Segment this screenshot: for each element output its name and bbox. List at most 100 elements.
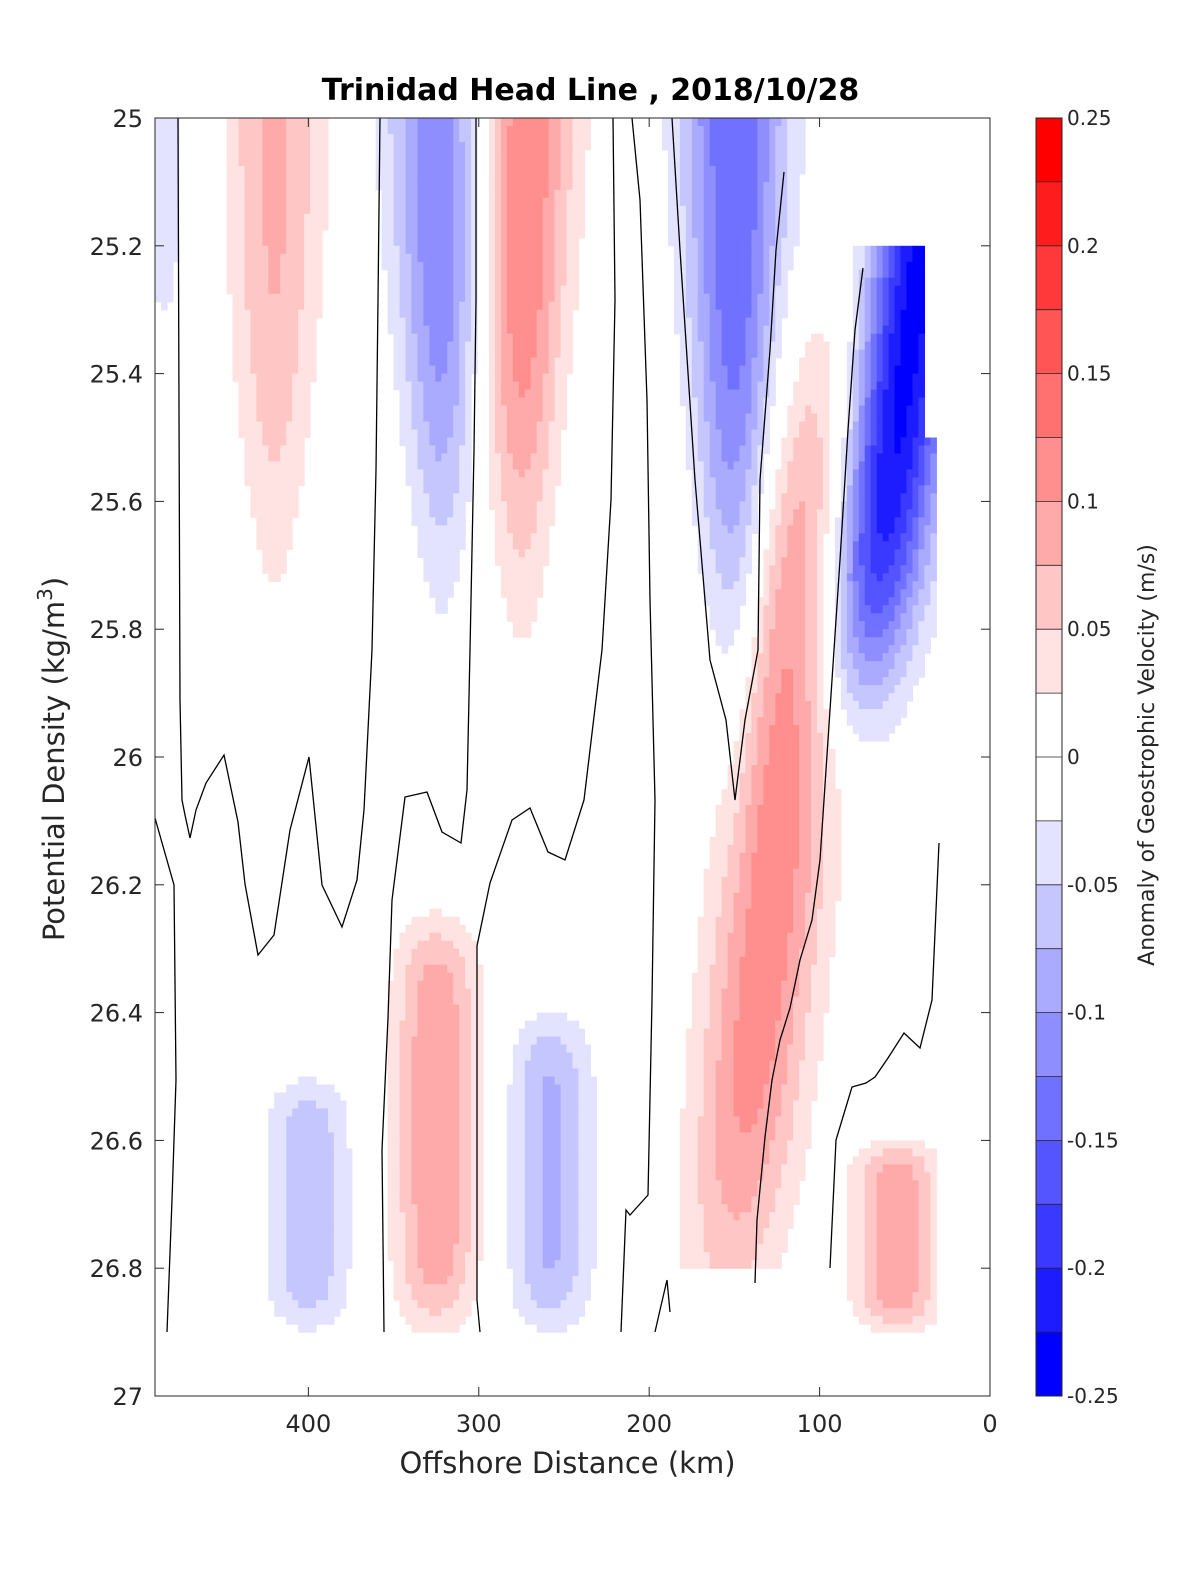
contour-cell [500, 589, 544, 598]
contour-cell [739, 804, 747, 814]
contour-cell [387, 269, 401, 279]
contour-cell [840, 453, 848, 463]
contour-cell [548, 157, 562, 167]
contour-cell [793, 1028, 806, 1038]
contour-cell [793, 509, 806, 518]
contour-cell [900, 445, 914, 455]
contour-cell [405, 461, 419, 471]
contour-cell [823, 796, 842, 806]
contour-cell [471, 269, 478, 279]
contour-cell [459, 1012, 472, 1022]
contour-cell [793, 437, 824, 447]
contour-cell [685, 405, 699, 415]
contour-cell [542, 1212, 562, 1221]
contour-cell [852, 605, 860, 614]
contour-cell [441, 932, 472, 942]
contour-cell [876, 357, 884, 367]
contour-cell [763, 413, 770, 423]
y-axis-label-superscript: 3 [33, 588, 57, 601]
contour-cell [846, 1292, 866, 1301]
contour-cell [417, 141, 454, 151]
contour-cell [459, 1084, 472, 1094]
contour-cell [703, 349, 711, 359]
contour-cell [924, 573, 937, 582]
contour-cell [781, 685, 794, 694]
contour-cell [399, 1108, 413, 1118]
contour-cell [721, 1028, 735, 1038]
contour-cell [489, 229, 496, 239]
contour-cell [751, 653, 758, 662]
contour-cell [500, 461, 514, 471]
contour-cell [858, 541, 872, 550]
contour-cell [817, 940, 836, 950]
contour-cell [930, 469, 937, 479]
contour-cell [494, 118, 502, 127]
contour-cell [763, 349, 770, 359]
contour-cell [846, 597, 854, 606]
contour-cell [691, 221, 705, 231]
contour-cell [846, 669, 860, 678]
contour-cell [852, 541, 860, 550]
contour-cell [560, 1036, 586, 1046]
contour-cell [459, 1116, 472, 1126]
contour-cell [500, 581, 544, 590]
contour-cell [489, 301, 496, 311]
contour-cell [715, 1084, 735, 1094]
contour-cell [244, 277, 269, 287]
contour-cell [882, 413, 896, 423]
contour-cell [226, 221, 246, 231]
contour-cell [793, 876, 812, 886]
contour-cell [715, 932, 729, 942]
contour-cell [793, 1020, 806, 1030]
contour-cell [691, 1012, 711, 1022]
contour-cell [333, 1172, 353, 1181]
contour-cell [703, 509, 723, 518]
contour-cell [900, 589, 914, 598]
contour-cell [703, 133, 711, 143]
contour-cell [685, 1036, 705, 1046]
chart-title: Trinidad Head Line , 2018/10/28 [322, 73, 859, 108]
contour-cell [745, 948, 788, 958]
contour-cell [870, 461, 878, 471]
contour-cell [459, 469, 472, 479]
contour-cell [375, 125, 389, 135]
contour-cell [757, 405, 764, 415]
contour-cell [817, 421, 830, 431]
contour-cell [703, 157, 711, 167]
contour-cell [840, 685, 848, 694]
contour-cell [697, 269, 705, 279]
contour-cell [286, 189, 311, 199]
contour-cell [811, 820, 824, 830]
contour-cell [763, 341, 770, 351]
contour-cell [745, 421, 758, 431]
contour-cell [817, 717, 830, 726]
contour-cell [506, 301, 544, 311]
contour-cell [685, 221, 693, 231]
contour-cell [739, 852, 753, 862]
contour-cell [244, 285, 269, 295]
contour-cell [757, 445, 770, 455]
contour-cell [894, 685, 914, 694]
contour-cell [518, 549, 526, 558]
contour-cell [846, 1172, 866, 1181]
contour-cell [554, 357, 574, 367]
contour-cell [679, 1228, 705, 1237]
contour-cell [524, 1060, 574, 1070]
contour-cell [411, 405, 424, 415]
contour-cell [310, 181, 329, 191]
contour-cell [262, 133, 287, 143]
contour-cell [453, 189, 466, 199]
contour-cell [262, 173, 287, 183]
contour-cell [799, 421, 818, 431]
contour-cell [703, 149, 711, 159]
contour-cell [793, 1108, 812, 1118]
contour-cell [882, 285, 890, 295]
contour-cell [268, 1140, 287, 1149]
contour-cell [805, 589, 818, 598]
contour-cell [453, 165, 466, 175]
contour-cell [578, 1148, 597, 1157]
contour-cell [250, 309, 299, 319]
contour-cell [876, 269, 884, 279]
contour-cell [918, 1268, 931, 1277]
contour-cell [453, 301, 460, 311]
